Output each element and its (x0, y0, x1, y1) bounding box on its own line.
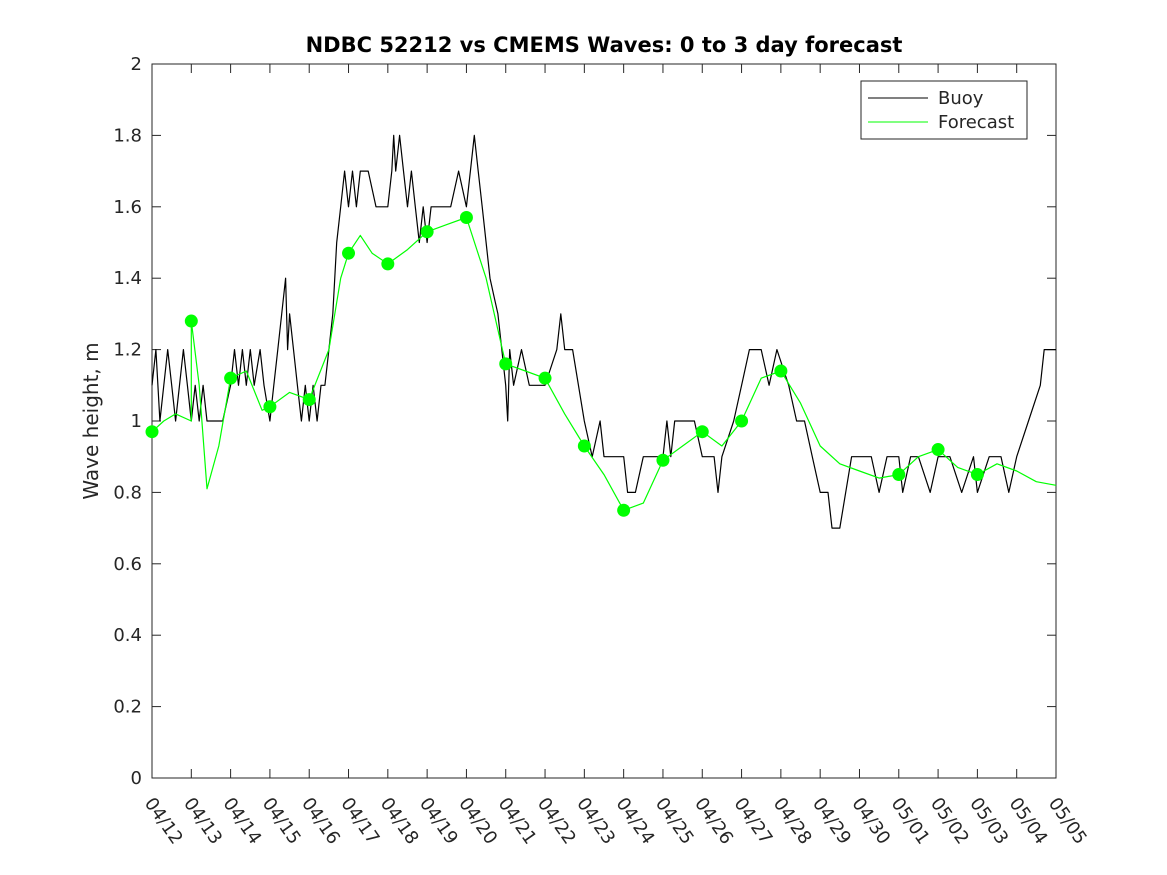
forecast-marker (342, 246, 356, 260)
forecast-marker (695, 425, 709, 439)
forecast-marker (538, 371, 552, 385)
y-tick-label: 0.2 (113, 697, 142, 718)
y-axis-ticks: 0 0.2 0.4 0.6 0.8 1 1.2 1.4 1.6 1.8 2 (113, 54, 1056, 789)
y-tick-label: 0 (131, 768, 142, 789)
legend: Buoy Forecast (860, 80, 1028, 140)
x-tick-label: 04/20 (454, 794, 501, 849)
x-tick-label: 04/17 (336, 794, 383, 849)
forecast-marker (656, 453, 670, 467)
x-tick-label: 05/05 (1044, 794, 1091, 849)
x-tick-label: 04/26 (690, 794, 737, 849)
y-tick-label: 1.8 (113, 125, 142, 146)
legend-buoy-label: Buoy (938, 88, 984, 109)
x-tick-label: 04/15 (258, 794, 305, 849)
x-tick-label: 04/19 (415, 794, 462, 849)
y-tick-label: 1.2 (113, 340, 142, 361)
x-tick-label: 04/13 (179, 794, 226, 849)
y-tick-label: 1.6 (113, 197, 142, 218)
legend-forecast-label: Forecast (938, 112, 1014, 133)
y-tick-label: 0.8 (113, 482, 142, 503)
forecast-marker (617, 503, 631, 517)
x-tick-label: 04/28 (769, 794, 816, 849)
x-tick-label: 04/18 (376, 794, 423, 849)
forecast-marker (302, 393, 316, 407)
y-axis-label: Wave height, m (79, 342, 103, 499)
forecast-marker (735, 414, 749, 428)
plot-area (151, 63, 1057, 779)
x-tick-label: 04/24 (612, 794, 659, 849)
forecast-marker (184, 314, 198, 328)
x-tick-label: 04/21 (494, 794, 541, 849)
y-tick-label: 1.4 (113, 268, 142, 289)
forecast-marker (263, 400, 277, 414)
x-tick-label: 05/02 (926, 794, 973, 849)
forecast-marker (381, 257, 395, 271)
forecast-marker (145, 425, 159, 439)
x-tick-label: 05/01 (887, 794, 934, 849)
forecast-markers (145, 211, 984, 517)
x-tick-label: 04/12 (140, 794, 187, 849)
forecast-marker (499, 357, 513, 371)
forecast-marker (970, 468, 984, 482)
series-layer (151, 134, 1057, 529)
x-tick-label: 04/22 (533, 794, 580, 849)
x-tick-label: 04/29 (808, 794, 855, 849)
x-tick-label: 04/14 (219, 794, 266, 849)
y-tick-label: 2 (131, 54, 142, 75)
y-tick-label: 0.6 (113, 554, 142, 575)
forecast-marker (459, 211, 473, 225)
chart-title: NDBC 52212 vs CMEMS Waves: 0 to 3 day fo… (306, 33, 903, 57)
buoy-series-line (151, 134, 1056, 529)
y-tick-label: 0.4 (113, 625, 142, 646)
x-tick-label: 04/16 (297, 794, 344, 849)
forecast-marker (224, 371, 238, 385)
x-tick-label: 04/30 (847, 794, 894, 849)
forecast-marker (774, 364, 788, 378)
y-tick-label: 1 (131, 411, 142, 432)
forecast-series-line (151, 216, 1057, 511)
forecast-marker (892, 468, 906, 482)
forecast-marker (577, 439, 591, 453)
x-tick-label: 04/23 (572, 794, 619, 849)
forecast-marker (931, 443, 945, 457)
x-tick-label: 04/27 (729, 794, 776, 849)
forecast-marker (420, 225, 434, 239)
x-tick-label: 04/25 (651, 794, 698, 849)
x-tick-label: 05/03 (965, 794, 1012, 849)
x-tick-label: 05/04 (1005, 794, 1052, 849)
legend-box (860, 80, 1028, 140)
